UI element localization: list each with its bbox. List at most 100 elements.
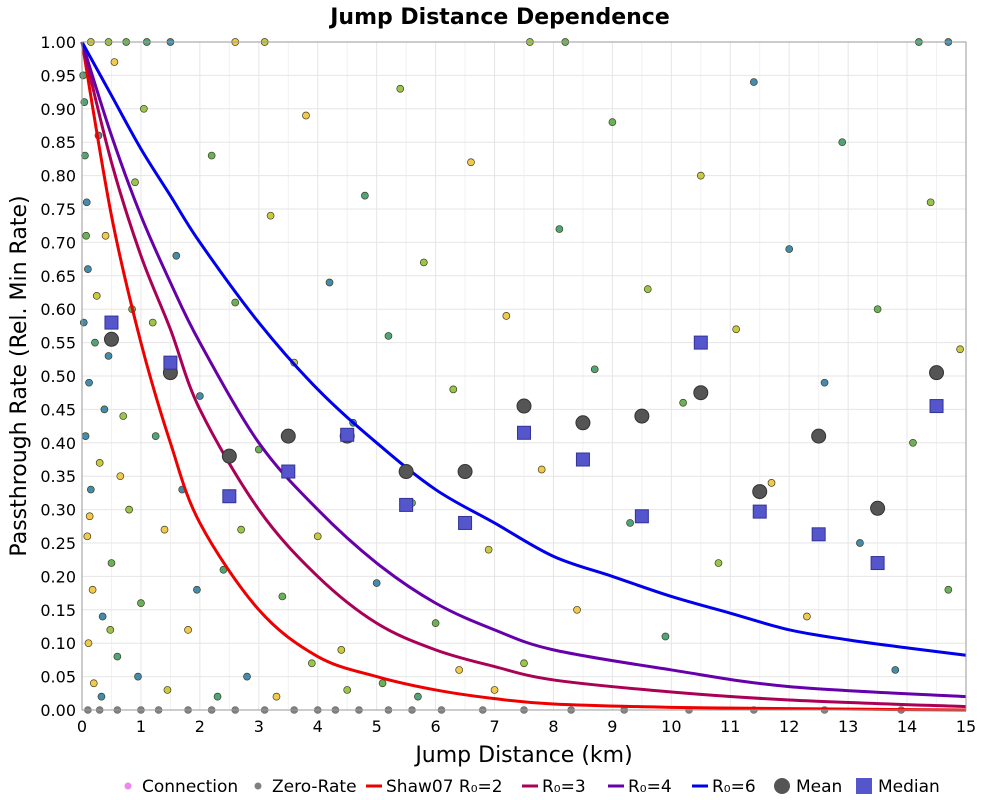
y-tick-label: 0.50 xyxy=(40,367,76,386)
connection-point xyxy=(86,485,95,494)
connection-point xyxy=(643,285,652,294)
legend-item: R₀=6 xyxy=(692,777,756,797)
y-tick-label: 0.30 xyxy=(40,501,76,520)
connection-point xyxy=(110,58,119,66)
curve-r0-3 xyxy=(80,41,967,709)
median-marker xyxy=(163,355,178,370)
median-marker xyxy=(104,315,119,330)
connection-point xyxy=(84,265,92,273)
y-tick-label: 1.00 xyxy=(40,33,76,52)
legend-item: Mean xyxy=(774,777,842,797)
connection-point xyxy=(243,672,251,681)
connection-point xyxy=(956,345,964,354)
y-tick-label: 0.65 xyxy=(40,267,76,286)
connection-point xyxy=(193,585,201,594)
x-tick-label: 1 xyxy=(136,717,146,736)
mean-marker xyxy=(929,365,945,381)
connection-point xyxy=(213,692,222,701)
connection-point xyxy=(278,592,287,601)
connection-point xyxy=(361,191,369,200)
median-marker xyxy=(281,464,296,479)
connection-point xyxy=(113,652,122,661)
median-marker xyxy=(693,335,708,350)
y-axis-label: Passthrough Rate (Rel. Min Rate) xyxy=(7,195,32,556)
connection-point xyxy=(608,118,617,127)
connection-point xyxy=(85,512,94,521)
median-marker xyxy=(634,509,649,524)
scatter-points xyxy=(79,38,964,701)
connection-point xyxy=(785,245,794,253)
connection-point xyxy=(184,625,192,634)
legend-item: Shaw07 R₀=2 xyxy=(366,777,503,797)
y-axis-ticks: 0.00 0.05 0.10 0.15 0.20 0.25 0.30 0.35 0.40 0.45… xyxy=(40,33,76,720)
connection-point xyxy=(302,111,310,120)
connection-point xyxy=(431,619,440,628)
connection-point xyxy=(163,686,172,694)
connection-point xyxy=(148,318,157,327)
connection-point xyxy=(449,385,458,394)
curve-r0-4 xyxy=(80,41,967,699)
y-tick-label: 0.20 xyxy=(40,567,76,586)
median-marker xyxy=(870,556,885,571)
x-tick-label: 6 xyxy=(431,717,441,736)
model-curves xyxy=(80,41,967,712)
legend-label: Connection xyxy=(142,777,238,797)
x-tick-label: 9 xyxy=(607,717,617,736)
legend-swatch-square xyxy=(856,778,872,794)
connection-point xyxy=(89,679,98,688)
connection-point xyxy=(343,686,352,694)
median-marker xyxy=(752,504,767,519)
gridlines xyxy=(81,41,967,711)
median-marker xyxy=(811,527,826,542)
connection-point xyxy=(88,585,97,594)
connection-point xyxy=(82,231,90,240)
y-tick-label: 0.15 xyxy=(40,601,76,620)
connection-point xyxy=(537,465,546,474)
connection-point xyxy=(396,84,405,93)
connection-point xyxy=(137,599,145,607)
connection-point xyxy=(714,559,723,567)
connection-point xyxy=(207,151,216,160)
legend-label: R₀=3 xyxy=(542,777,586,797)
connection-point xyxy=(749,78,758,86)
mean-marker xyxy=(752,484,768,500)
mean-marker xyxy=(103,331,119,347)
connection-point xyxy=(92,291,101,300)
connection-point xyxy=(83,532,92,541)
legend: Connection Zero-Rate Shaw07 R₀=2 R₀=3 R₀=4 R₀… xyxy=(124,777,940,797)
legend-swatch-dot xyxy=(254,782,262,790)
x-tick-label: 3 xyxy=(254,717,264,736)
connection-point xyxy=(856,539,864,547)
x-tick-label: 5 xyxy=(372,717,382,736)
connection-point xyxy=(555,225,564,233)
mean-marker xyxy=(516,398,532,414)
connection-point xyxy=(467,158,475,167)
connection-point xyxy=(337,646,346,654)
connection-point xyxy=(131,178,139,187)
connection-point xyxy=(820,378,829,387)
x-tick-label: 2 xyxy=(195,717,205,736)
connection-point xyxy=(378,679,387,688)
legend-item: R₀=4 xyxy=(608,777,672,797)
connection-point xyxy=(196,392,204,400)
connection-point xyxy=(272,692,281,701)
y-tick-label: 0.60 xyxy=(40,300,76,319)
median-marker xyxy=(517,425,531,440)
mean-marker xyxy=(634,408,650,424)
y-tick-label: 0.55 xyxy=(40,334,76,353)
y-tick-label: 0.80 xyxy=(40,167,76,186)
x-tick-label: 10 xyxy=(661,717,681,736)
connection-point xyxy=(140,104,148,113)
x-tick-label: 0 xyxy=(77,717,87,736)
mean-marker xyxy=(693,385,709,401)
y-tick-label: 0.45 xyxy=(40,400,76,419)
y-tick-label: 0.00 xyxy=(40,701,76,720)
legend-swatch-dot xyxy=(124,782,132,790)
connection-point xyxy=(91,338,99,347)
legend-item: Connection xyxy=(124,777,238,797)
connection-point xyxy=(679,398,687,407)
connection-point xyxy=(313,532,322,541)
mean-marker xyxy=(811,428,827,444)
connection-point xyxy=(84,639,93,648)
